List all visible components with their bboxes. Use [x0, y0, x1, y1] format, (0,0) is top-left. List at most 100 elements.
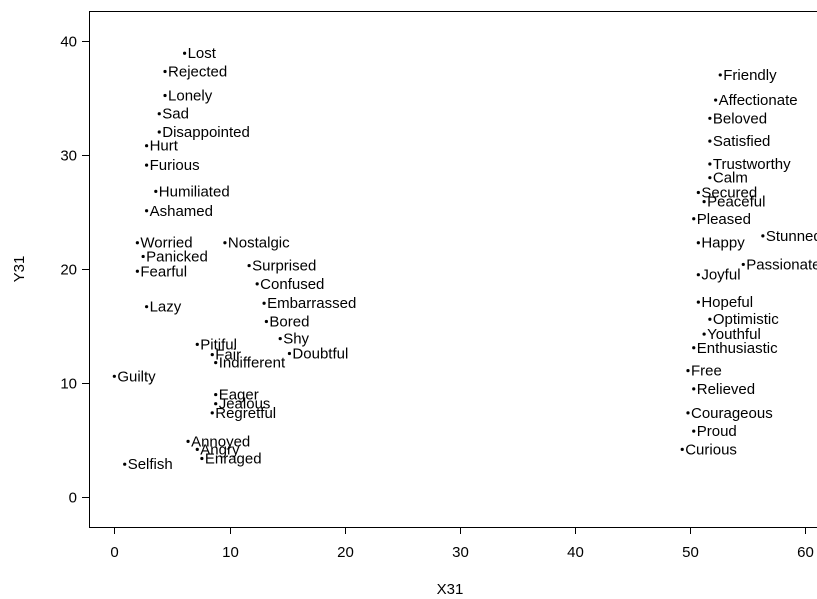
scatter-point	[264, 319, 268, 324]
scatter-point	[278, 337, 282, 341]
scatter-point	[686, 411, 690, 415]
point-label: Eager	[219, 387, 259, 404]
scatter-point	[186, 439, 190, 443]
point-label: Panicked	[146, 248, 208, 265]
x-tick-label-20: 20	[337, 544, 354, 561]
point-label: Worried	[140, 235, 192, 252]
point-label: Guilty	[117, 368, 156, 385]
point-label: Rejected	[168, 64, 227, 81]
scatter-point	[195, 447, 199, 451]
scatter-point	[702, 200, 706, 204]
scatter-point	[163, 69, 167, 74]
point-label: Optimistic	[713, 311, 779, 328]
scatter-point	[195, 342, 199, 346]
scatter-point	[761, 234, 765, 238]
scatter-point	[696, 300, 700, 304]
scatter-point	[210, 353, 214, 357]
point-label: Satisfied	[713, 133, 771, 150]
point-label: Pleased	[697, 211, 751, 228]
point-label: Hopeful	[701, 294, 753, 311]
point-label: Selfish	[128, 456, 173, 473]
point-label: Lost	[188, 45, 217, 62]
scatter-point	[183, 51, 187, 55]
point-label: Enraged	[205, 451, 262, 468]
y-tick-label-40: 40	[60, 34, 77, 51]
y-tick-label-10: 10	[60, 376, 77, 393]
point-label: Humiliated	[159, 183, 230, 200]
point-label: Confused	[260, 276, 324, 293]
scatter-point	[157, 112, 161, 116]
x-tick-label-30: 30	[452, 544, 469, 561]
x-tick-label-10: 10	[222, 544, 239, 561]
scatter-point	[214, 392, 218, 397]
point-label: Nostalgic	[228, 235, 290, 252]
point-label: Lonely	[168, 87, 213, 104]
point-label: Courageous	[691, 405, 773, 422]
point-label: Relieved	[697, 381, 755, 398]
scatter-point	[680, 447, 684, 451]
plot-frame	[89, 11, 817, 528]
point-label: Fair	[215, 347, 241, 364]
scatter-point	[696, 241, 700, 245]
scatter-point	[708, 116, 712, 120]
point-label: Affectionate	[719, 92, 798, 109]
y-tick-label-30: 30	[60, 148, 77, 165]
scatter-point	[200, 456, 204, 461]
scatter-point	[112, 374, 116, 378]
scatter-point	[692, 217, 696, 221]
point-label: Peaceful	[707, 194, 765, 211]
scatter-point	[696, 273, 700, 277]
point-label: Disappointed	[162, 124, 250, 141]
x-tick-label-50: 50	[682, 544, 699, 561]
point-label: Indifferent	[219, 355, 286, 372]
point-label: Annoyed	[191, 433, 250, 450]
point-label: Angry	[200, 441, 240, 458]
point-label: Bored	[269, 314, 309, 331]
point-label: Calm	[713, 170, 748, 187]
scatter-point	[135, 269, 139, 273]
y-axis: 0 10 20 30 40	[60, 34, 89, 507]
scatter-point	[144, 163, 149, 167]
scatter-point	[135, 241, 139, 245]
point-label: Trustworthy	[713, 156, 791, 173]
point-label: Curious	[685, 441, 737, 458]
scatter-point	[708, 176, 712, 180]
scatter-point	[154, 189, 158, 193]
point-label: Enthusiastic	[697, 340, 778, 357]
scatter-point	[214, 402, 218, 406]
point-label: Passionate	[746, 256, 817, 273]
point-label: Jealous	[219, 396, 271, 413]
scatter-point	[287, 351, 292, 356]
scatter-point	[223, 241, 227, 245]
scatter-point	[702, 332, 706, 336]
x-tick-label-40: 40	[567, 544, 584, 561]
point-label: Sad	[162, 106, 189, 123]
scatter-point	[262, 301, 266, 305]
scatter-point	[255, 282, 259, 286]
scatter-point	[718, 73, 722, 77]
point-label: Regretful	[215, 405, 276, 422]
point-label: Doubtful	[292, 345, 348, 362]
point-label: Beloved	[713, 110, 767, 127]
scatter-point	[708, 162, 712, 166]
point-label: Secured	[701, 185, 757, 202]
scatter-point	[144, 144, 149, 148]
scatter-point	[708, 317, 712, 321]
scatter-point	[686, 369, 690, 373]
point-label: Hurt	[150, 138, 179, 155]
point-label: Stunned	[766, 228, 817, 245]
x-tick-label-60: 60	[797, 544, 814, 561]
scatter-point	[210, 411, 214, 415]
point-label: Surprised	[252, 258, 316, 275]
scatter-point	[163, 93, 167, 98]
y-tick-label-20: 20	[60, 262, 77, 279]
x-axis-label: X31	[437, 581, 464, 598]
point-label: Furious	[150, 157, 200, 174]
scatter-point	[741, 262, 745, 267]
scatter-point	[692, 346, 696, 350]
x-axis: 0 10 20 30 40 50 60	[110, 527, 814, 561]
scatter-point	[692, 429, 696, 433]
x-tick-label-0: 0	[110, 544, 118, 561]
point-label: Free	[691, 363, 722, 380]
